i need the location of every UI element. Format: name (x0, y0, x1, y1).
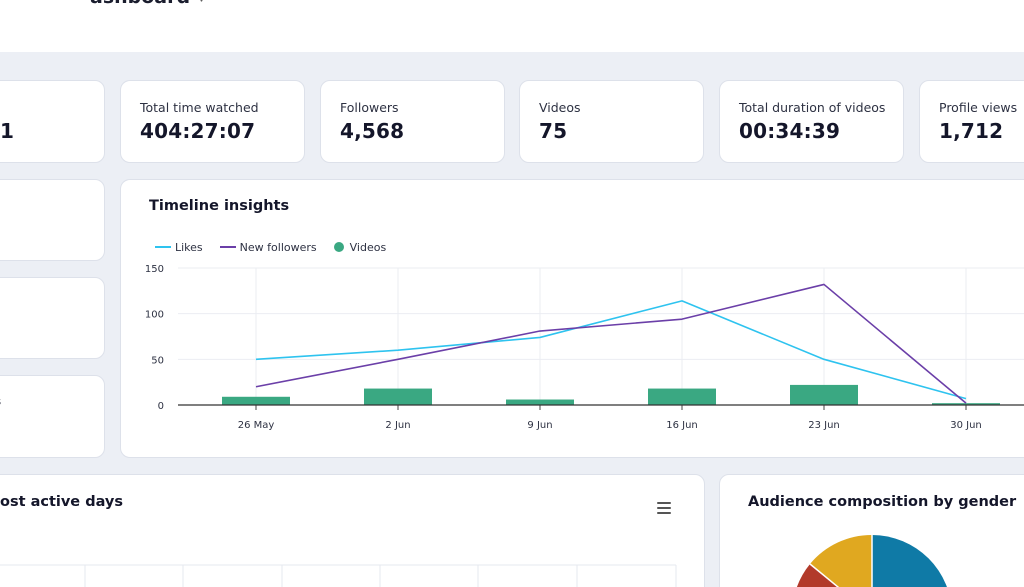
legend-label: Likes (175, 240, 203, 254)
timeline-card (120, 179, 1024, 458)
side-card (0, 179, 105, 261)
kpi-value: 404:27:07 (140, 119, 256, 143)
chevron-down-icon[interactable]: ˅ (198, 0, 205, 6)
kpi-card-total-time-watched: Total time watched 404:27:07 (120, 80, 305, 163)
legend-label: Videos (349, 240, 387, 254)
side-card-text: s (0, 394, 1, 408)
kpi-value: 1,712 (939, 119, 1004, 143)
kpi-card-partial: 1 (0, 80, 105, 163)
kpi-value: 75 (539, 119, 568, 143)
most-active-days-title: ost active days (0, 494, 123, 510)
kpi-label: Total time watched (140, 100, 259, 115)
top-bar: ashboard ˅ (0, 0, 1024, 52)
timeline-title: Timeline insights (149, 198, 290, 214)
kpi-label: Total duration of videos (739, 100, 886, 115)
most-active-days-card (0, 474, 705, 587)
legend-dot-videos (333, 242, 344, 252)
side-card: s (0, 375, 105, 458)
side-card (0, 277, 105, 359)
legend-line-new-followers (219, 246, 236, 248)
legend-item-likes[interactable]: Likes (155, 241, 203, 254)
dashboard-title[interactable]: ashboard (90, 0, 190, 8)
kpi-card-profile-views: Profile views 1,712 (919, 80, 1024, 163)
chart-legend: Likes New followers Videos (155, 239, 403, 255)
kpi-value: 1 (0, 119, 15, 143)
kpi-value: 00:34:39 (739, 119, 841, 143)
legend-line-likes (155, 246, 171, 248)
kpi-value: 4,568 (340, 119, 405, 143)
kpi-label: Videos (539, 100, 581, 115)
hamburger-menu-icon[interactable] (657, 502, 671, 514)
legend-item-videos[interactable]: Videos (333, 240, 387, 254)
kpi-label: Profile views (939, 100, 1018, 115)
audience-gender-card (719, 474, 1024, 587)
legend-label: New followers (239, 240, 317, 254)
kpi-card-total-duration: Total duration of videos 00:34:39 (719, 80, 904, 163)
kpi-label: Followers (340, 100, 399, 115)
kpi-card-videos: Videos 75 (519, 80, 704, 163)
kpi-card-followers: Followers 4,568 (320, 80, 505, 163)
audience-gender-title: Audience composition by gender (748, 494, 1017, 510)
legend-item-new-followers[interactable]: New followers (219, 240, 317, 254)
